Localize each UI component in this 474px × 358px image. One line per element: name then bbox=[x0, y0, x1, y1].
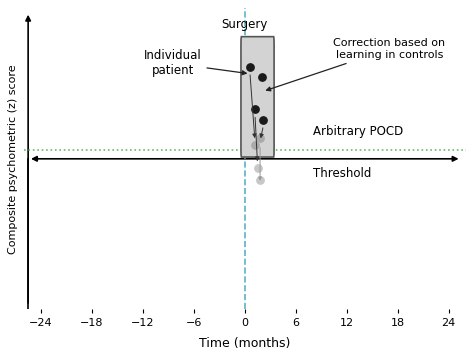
Point bbox=[260, 117, 267, 123]
Point bbox=[254, 165, 261, 170]
Text: Threshold: Threshold bbox=[313, 167, 371, 180]
Text: Surgery: Surgery bbox=[221, 18, 268, 32]
Y-axis label: Composite psychometric (z) score: Composite psychometric (z) score bbox=[9, 64, 18, 253]
Point bbox=[251, 142, 259, 147]
Text: Correction based on
learning in controls: Correction based on learning in controls bbox=[266, 38, 445, 91]
Point bbox=[256, 135, 264, 140]
Point bbox=[258, 74, 265, 80]
Text: Individual
patient: Individual patient bbox=[144, 49, 246, 77]
Point bbox=[256, 177, 264, 183]
Point bbox=[246, 64, 254, 69]
FancyBboxPatch shape bbox=[241, 37, 274, 157]
Point bbox=[251, 106, 259, 112]
Text: Arbitrary POCD: Arbitrary POCD bbox=[313, 125, 403, 139]
X-axis label: Time (months): Time (months) bbox=[199, 337, 291, 350]
